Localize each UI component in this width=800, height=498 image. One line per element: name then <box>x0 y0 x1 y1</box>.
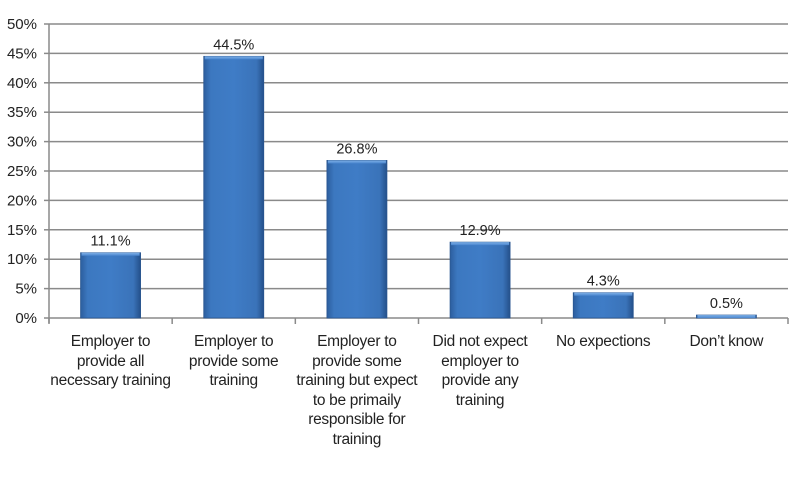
data-label: 44.5% <box>213 37 254 53</box>
bar <box>80 252 141 319</box>
y-tick-label: 25% <box>7 163 37 180</box>
data-label: 4.3% <box>587 274 620 290</box>
bar-highlight <box>451 242 510 246</box>
x-tick-label: Don’t know <box>689 333 764 350</box>
bar <box>326 160 388 319</box>
bar-highlight <box>574 292 633 296</box>
x-tick-label: Employer to provide some training <box>188 333 279 389</box>
x-tick-label: Employer to provide some training but ex… <box>296 333 418 448</box>
bar-highlight <box>327 160 386 164</box>
y-tick-label: 40% <box>7 75 37 92</box>
y-tick-label: 50% <box>7 16 37 33</box>
x-tick-label: Employer to provide all necessary traini… <box>50 333 171 389</box>
bar-highlight <box>81 252 140 256</box>
x-tick-label: No expections <box>555 333 651 350</box>
y-tick-label: 5% <box>15 281 37 298</box>
y-tick-label: 10% <box>7 251 37 268</box>
bar <box>203 55 265 319</box>
bar <box>572 292 634 319</box>
data-label: 11.1% <box>91 234 131 250</box>
data-label: 12.9% <box>460 223 501 239</box>
bar <box>449 241 511 319</box>
y-tick-label: 45% <box>7 45 37 62</box>
bar-highlight <box>204 56 263 60</box>
y-tick-label: 30% <box>7 134 37 151</box>
y-tick-label: 35% <box>7 104 37 121</box>
y-tick-label: 15% <box>7 222 37 239</box>
y-tick-label: 20% <box>7 192 37 209</box>
x-tick-label: Did not expect employer to provide any t… <box>432 333 528 409</box>
bar-highlight <box>697 315 756 318</box>
data-label: 26.8% <box>336 141 377 157</box>
y-tick-label: 0% <box>15 310 37 327</box>
data-label: 0.5% <box>710 296 743 312</box>
